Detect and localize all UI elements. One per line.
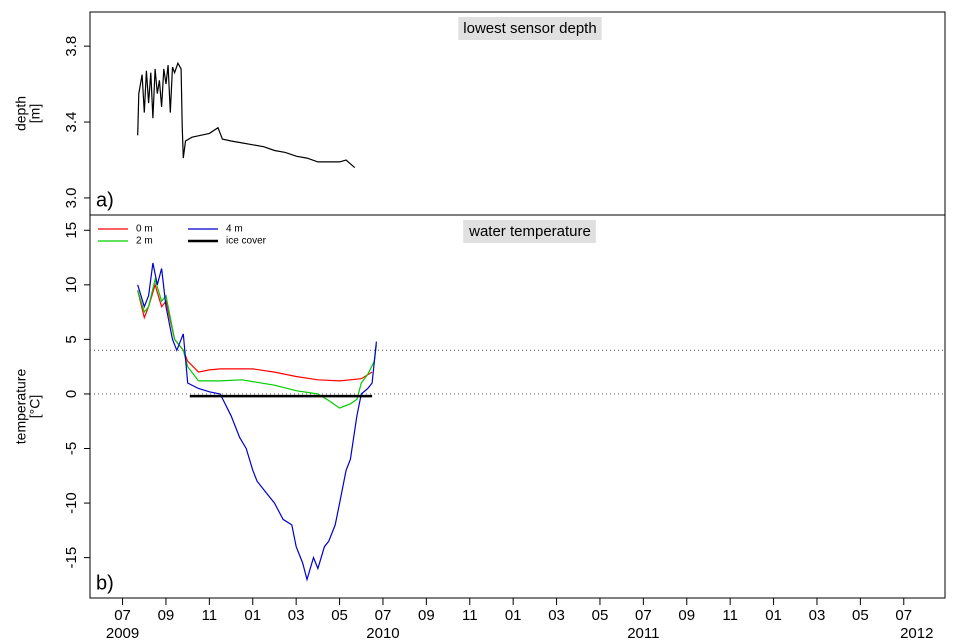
x-tick-label: 05 bbox=[331, 607, 348, 624]
legend-label: 0 m bbox=[136, 224, 153, 235]
x-tick-label: 11 bbox=[202, 607, 218, 624]
x-tick-label: 07 bbox=[635, 607, 652, 624]
panel-a-frame bbox=[89, 11, 946, 216]
y-tick-label: -10 bbox=[63, 492, 80, 514]
x-tick-label: 05 bbox=[592, 607, 609, 624]
legend-label: 4 m bbox=[226, 224, 243, 235]
x-tick-label: 07 bbox=[895, 607, 912, 624]
x-tick-label: 01 bbox=[765, 607, 782, 624]
x-tick-label: 03 bbox=[809, 607, 826, 624]
x-tick-label: 09 bbox=[418, 607, 435, 624]
title-background bbox=[463, 219, 596, 243]
x-tick-label: 03 bbox=[288, 607, 305, 624]
y-axis-label: temperature bbox=[13, 369, 29, 445]
x-tick-label: 09 bbox=[678, 607, 695, 624]
y-tick-label: 3.8 bbox=[63, 36, 80, 57]
year-label: 2012 bbox=[900, 625, 933, 642]
x-tick-label: 11 bbox=[462, 607, 478, 624]
y-tick-label: 3.4 bbox=[63, 112, 80, 133]
data-line bbox=[137, 282, 373, 382]
y-tick-label: 10 bbox=[63, 276, 80, 293]
data-line bbox=[137, 262, 377, 582]
legend-label: 2 m bbox=[136, 236, 153, 247]
panel-label: a) bbox=[96, 189, 114, 211]
x-tick-label: 03 bbox=[548, 607, 565, 624]
panel-b-frame bbox=[89, 214, 946, 599]
x-tick-label: 09 bbox=[158, 607, 175, 624]
y-axis-label: [m] bbox=[27, 104, 43, 123]
panel-title: lowest sensor depth bbox=[463, 20, 596, 37]
y-tick-label: -5 bbox=[63, 442, 80, 455]
x-tick-label: 07 bbox=[114, 607, 131, 624]
x-tick-label: 01 bbox=[505, 607, 522, 624]
y-axis-label: [°C] bbox=[27, 395, 43, 419]
year-label: 2011 bbox=[627, 625, 659, 642]
x-tick-label: 05 bbox=[852, 607, 869, 624]
panel-label: b) bbox=[96, 572, 114, 594]
year-label: 2010 bbox=[366, 625, 399, 642]
x-tick-label: 01 bbox=[244, 607, 261, 624]
y-tick-label: 0 bbox=[63, 390, 80, 398]
year-label: 2009 bbox=[106, 625, 139, 642]
x-tick-label: 11 bbox=[722, 607, 738, 624]
y-tick-label: 3.0 bbox=[63, 187, 80, 208]
panel-title: water temperature bbox=[468, 223, 591, 240]
y-tick-label: 5 bbox=[63, 335, 80, 343]
x-tick-label: 07 bbox=[375, 607, 392, 624]
y-axis-label: depth bbox=[13, 96, 29, 131]
legend-label: ice cover bbox=[226, 236, 267, 247]
y-tick-label: -15 bbox=[63, 547, 80, 569]
title-background bbox=[458, 16, 602, 40]
data-line bbox=[137, 61, 356, 169]
y-tick-label: 15 bbox=[63, 222, 80, 239]
data-line bbox=[137, 277, 377, 409]
